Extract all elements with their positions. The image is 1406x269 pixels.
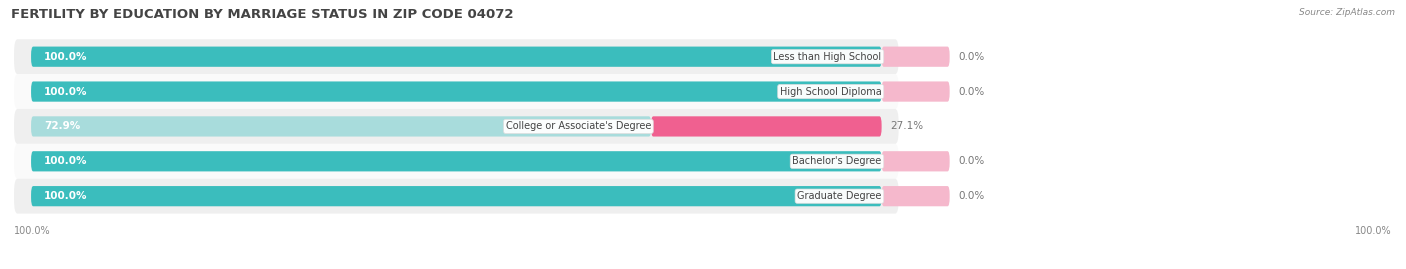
FancyBboxPatch shape [14, 39, 898, 74]
FancyBboxPatch shape [14, 74, 898, 109]
Text: 0.0%: 0.0% [957, 87, 984, 97]
Text: 100.0%: 100.0% [44, 87, 87, 97]
Text: 0.0%: 0.0% [957, 191, 984, 201]
FancyBboxPatch shape [882, 47, 949, 67]
FancyBboxPatch shape [31, 116, 651, 137]
Text: 100.0%: 100.0% [44, 52, 87, 62]
Text: 27.1%: 27.1% [890, 121, 924, 132]
Text: College or Associate's Degree: College or Associate's Degree [506, 121, 651, 132]
Text: 100.0%: 100.0% [44, 156, 87, 166]
FancyBboxPatch shape [14, 179, 898, 214]
FancyBboxPatch shape [31, 186, 882, 206]
FancyBboxPatch shape [14, 109, 898, 144]
FancyBboxPatch shape [882, 82, 949, 102]
Text: Graduate Degree: Graduate Degree [797, 191, 882, 201]
FancyBboxPatch shape [882, 151, 949, 171]
Text: 0.0%: 0.0% [957, 156, 984, 166]
FancyBboxPatch shape [31, 151, 882, 171]
Text: Bachelor's Degree: Bachelor's Degree [793, 156, 882, 166]
Text: 100.0%: 100.0% [44, 191, 87, 201]
Text: FERTILITY BY EDUCATION BY MARRIAGE STATUS IN ZIP CODE 04072: FERTILITY BY EDUCATION BY MARRIAGE STATU… [11, 8, 513, 21]
Text: 100.0%: 100.0% [1355, 226, 1392, 236]
FancyBboxPatch shape [31, 82, 882, 102]
FancyBboxPatch shape [31, 47, 882, 67]
Text: 0.0%: 0.0% [957, 52, 984, 62]
Text: Less than High School: Less than High School [773, 52, 882, 62]
Text: High School Diploma: High School Diploma [780, 87, 882, 97]
FancyBboxPatch shape [882, 186, 949, 206]
FancyBboxPatch shape [651, 116, 882, 137]
Text: 100.0%: 100.0% [14, 226, 51, 236]
Text: 72.9%: 72.9% [44, 121, 80, 132]
FancyBboxPatch shape [14, 144, 898, 179]
Text: Source: ZipAtlas.com: Source: ZipAtlas.com [1299, 8, 1395, 17]
